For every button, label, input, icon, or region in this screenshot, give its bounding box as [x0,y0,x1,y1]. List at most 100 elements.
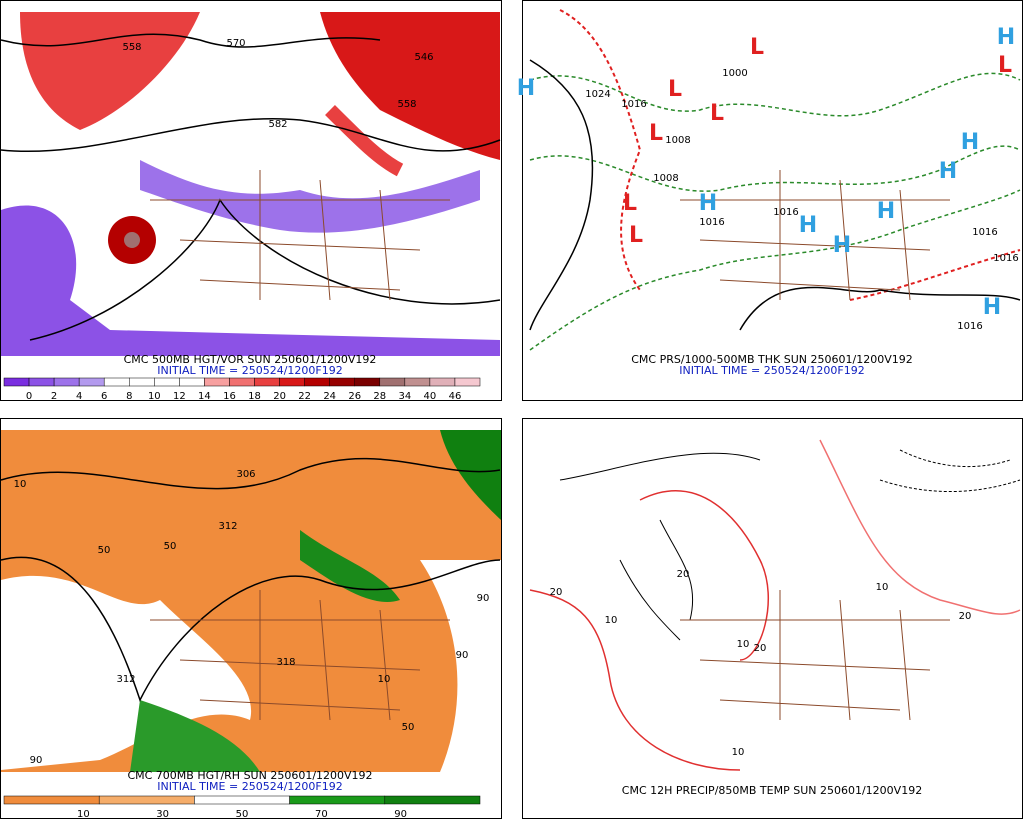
contour-label: 10 [732,747,745,758]
colorbar-label: 34 [398,391,411,402]
colorbar-swatch [404,377,431,387]
initial-time: INITIAL TIME = 250524/1200F192 [157,780,342,793]
contour-label: 90 [477,593,490,604]
colorbar-swatch [103,377,130,387]
contour-label: 1016 [993,253,1018,264]
contour-label: 546 [414,52,433,63]
colorbar-label: 16 [223,391,236,402]
contour-label: 50 [164,541,177,552]
contour-label: 312 [116,674,135,685]
colorbar-swatch [254,377,280,387]
panel-frame [0,0,502,401]
contour-label: 1016 [621,99,646,110]
contour-label: 306 [236,469,255,480]
map-caption: CMC 500MB HGT/VOR SUN 250601/1200V192 [124,353,377,366]
contour-label: 1008 [653,173,678,184]
colorbar-swatch [329,377,355,387]
colorbar-swatch [3,377,30,387]
high-marker: H [517,76,535,101]
high-marker: H [877,199,895,224]
contour-label: 1016 [699,217,724,228]
colorbar-label: 4 [76,391,82,402]
contour-label: 10 [14,479,27,490]
colorbar-label: 18 [248,391,261,402]
colorbar-swatch [384,795,481,805]
low-marker: L [998,53,1012,78]
panel-frame [522,418,1023,819]
colorbar-swatch [194,795,290,805]
colorbar-swatch [379,377,406,387]
low-marker: L [649,121,663,146]
low-marker: L [668,77,682,102]
contour-label: 10 [876,582,889,593]
initial-time: INITIAL TIME = 250524/1200F192 [157,364,342,377]
colorbar-label: 20 [273,391,286,402]
contour-label: 1024 [585,89,610,100]
colorbar-swatch [179,377,205,387]
colorbar-label: 12 [173,391,186,402]
contour-label: 318 [276,657,295,668]
colorbar-label: 26 [348,391,361,402]
contour-label: 1016 [957,321,982,332]
contour-label: 1008 [665,135,690,146]
contour-label: 90 [30,755,43,766]
colorbar-swatch [229,377,255,387]
contour-label: 20 [754,643,767,654]
map-500mb [0,12,501,356]
contour-label: 20 [677,569,690,580]
contour-label: 90 [456,650,469,661]
colorbar-label: 0 [26,391,32,402]
contour-label: 1016 [773,207,798,218]
contour-label: 312 [218,521,237,532]
colorbar-label: 30 [156,809,169,819]
colorbar-label: 40 [424,391,437,402]
contour-label: 10 [605,615,618,626]
initial-time: INITIAL TIME = 250524/1200F192 [679,364,864,377]
map-700mb [0,430,501,772]
high-marker: H [961,130,979,155]
contour-label: 20 [550,587,563,598]
colorbar-label: 24 [323,391,336,402]
map-caption: CMC 12H PRECIP/850MB TEMP SUN 250601/120… [622,784,922,797]
map-caption: CMC PRS/1000-500MB THK SUN 250601/1200V1… [631,353,912,366]
colorbar-label: 90 [394,809,407,819]
map-surface [529,9,1021,351]
map-caption: CMC 700MB HGT/RH SUN 250601/1200V192 [127,769,372,782]
contour-label: 570 [226,38,245,49]
colorbar-swatch [279,377,305,387]
low-marker: L [750,35,764,60]
low-marker: L [629,223,643,248]
high-marker: H [799,213,817,238]
low-marker: L [710,101,724,126]
colorbar-swatch [3,795,100,805]
contour-label: 50 [402,722,415,733]
colorbar-label: 28 [373,391,386,402]
colorbar-label: 10 [148,391,161,402]
colorbar-swatch [204,377,230,387]
colorbar-label: 70 [315,809,328,819]
colorbar-label: 14 [198,391,211,402]
colorbar-swatch [429,377,456,387]
high-marker: H [997,25,1015,50]
colorbar-label: 46 [449,391,462,402]
colorbar-label: 22 [298,391,311,402]
colorbar-swatch [129,377,155,387]
colorbar-label: 10 [77,809,90,819]
contour-label: 20 [959,611,972,622]
colorbar-label: 8 [126,391,132,402]
contour-label: 558 [122,42,141,53]
colorbar-swatch [78,377,105,387]
colorbar-swatch [154,377,180,387]
colorbar-swatch [304,377,330,387]
contour-label: 558 [397,99,416,110]
high-marker: H [939,159,957,184]
high-marker: H [833,233,851,258]
colorbar-swatch [28,377,55,387]
map-precip [529,439,1021,771]
colorbar-swatch [354,377,381,387]
colorbar-swatch [289,795,386,805]
low-marker: L [623,191,637,216]
colorbar-swatch [53,377,80,387]
colorbar-swatch [454,377,481,387]
